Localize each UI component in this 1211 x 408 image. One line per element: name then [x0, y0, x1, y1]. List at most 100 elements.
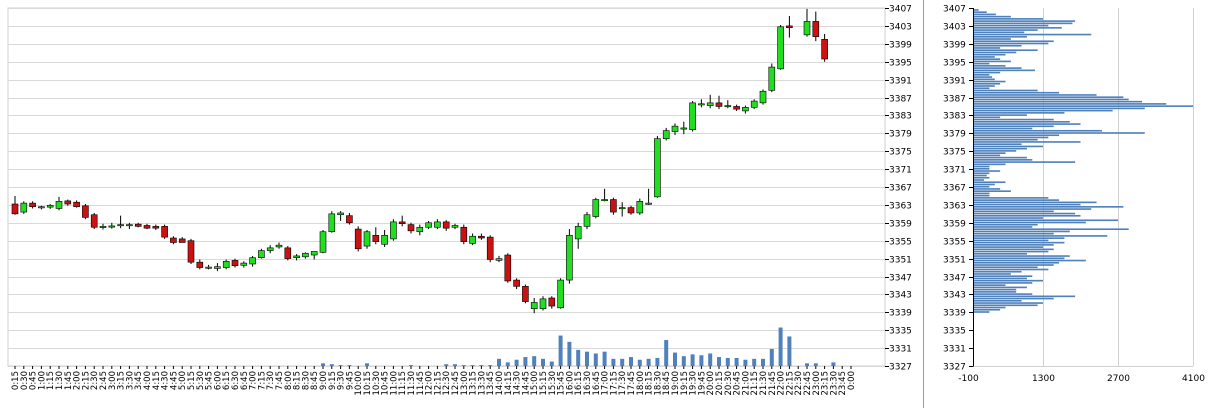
- candles: [11, 8, 828, 314]
- candle-body: [759, 90, 767, 104]
- profile-bar: [974, 38, 1011, 40]
- volume-bar: [655, 357, 660, 366]
- profile-bar: [974, 49, 1038, 52]
- profile-bar: [974, 98, 1129, 101]
- candle: [654, 135, 661, 198]
- volume-bar: [813, 363, 818, 366]
- profile-y-tick-label: 3343: [943, 291, 966, 301]
- candle: [750, 99, 758, 110]
- profile-bar: [974, 174, 987, 177]
- candle: [293, 254, 300, 261]
- x-tick-label: 17:15: [609, 371, 619, 396]
- x-tick-label: 15:00: [530, 371, 540, 396]
- profile-bar: [974, 65, 1006, 67]
- candle: [205, 264, 212, 270]
- profile-bar: [974, 275, 1033, 278]
- x-tick-label: 7:45: [275, 371, 285, 390]
- candle-body: [583, 214, 591, 227]
- main-y-axis: 3407 3403 3399 3395 3391 3387 3383 3379 3375 3371…: [885, 5, 912, 373]
- x-tick-label: 11:15: [398, 371, 408, 396]
- y-tick-label: 3335: [889, 327, 912, 337]
- candle-body: [803, 21, 811, 36]
- y-tick-label: 3379: [889, 130, 912, 140]
- x-tick-label: 16:00: [565, 371, 575, 396]
- profile-bar: [974, 118, 1054, 121]
- candle: [143, 223, 151, 230]
- candle-body: [64, 200, 72, 205]
- x-tick-label: 9:45: [345, 371, 355, 390]
- profile-bar: [974, 235, 1108, 237]
- profile-bar: [974, 308, 1001, 311]
- profile-bar: [974, 201, 1097, 204]
- candle-body: [152, 226, 160, 229]
- volume-bar: [787, 336, 792, 366]
- volume-bar: [505, 362, 510, 366]
- profile-bar: [974, 91, 1060, 94]
- profile-bar: [974, 159, 1033, 161]
- profile-bar: [974, 210, 1054, 213]
- profile-bar: [974, 246, 1043, 248]
- volume-bar: [558, 335, 563, 366]
- y-tick-label: 3339: [889, 309, 912, 319]
- candle-body: [134, 223, 142, 227]
- candle-body: [539, 298, 547, 310]
- candle: [381, 229, 388, 247]
- candle: [416, 224, 424, 236]
- candle-body: [390, 221, 397, 240]
- main-x-axis: 0:150:300:451:001:151:301:452:002:152:30…: [11, 366, 857, 396]
- candle: [372, 227, 380, 245]
- x-tick-label: 8:30: [301, 371, 311, 390]
- x-tick-label: 23:00: [812, 371, 822, 396]
- profile-y-tick-label: 3395: [943, 59, 966, 69]
- profile-y-tick-label: 3399: [943, 41, 966, 51]
- profile-bar: [974, 192, 990, 195]
- profile-bar: [974, 9, 979, 11]
- profile-y-tick-label: 3383: [943, 112, 966, 122]
- x-tick-label: 20:30: [724, 371, 734, 396]
- profile-bar: [974, 114, 1027, 116]
- candle: [284, 246, 292, 261]
- profile-bar: [974, 87, 990, 90]
- x-tick-label: 1:15: [46, 371, 56, 390]
- x-tick-label: 2:45: [99, 371, 109, 390]
- candle: [117, 215, 124, 229]
- profile-x-tick-label: 1300: [1032, 374, 1055, 384]
- candle-body: [504, 254, 512, 282]
- x-tick-label: 2:15: [81, 371, 91, 390]
- candle-body: [372, 235, 380, 242]
- candle-body: [11, 203, 19, 215]
- candle: [29, 201, 36, 209]
- candle: [73, 200, 80, 208]
- volume-bar: [470, 365, 475, 366]
- candle-body: [733, 106, 740, 110]
- candle: [786, 16, 793, 38]
- x-tick-label: 0:30: [20, 371, 30, 390]
- volume-bar: [664, 340, 669, 366]
- profile-bar: [974, 219, 1118, 222]
- profile-bar: [974, 107, 1145, 110]
- candle-body: [117, 224, 124, 227]
- volume-bar: [347, 365, 352, 366]
- profile-bar: [974, 194, 990, 197]
- profile-y-tick-label: 3403: [943, 23, 966, 33]
- profile-y-tick-label: 3351: [943, 256, 966, 266]
- candle: [715, 95, 723, 110]
- candle: [548, 296, 556, 309]
- volume-bar: [593, 353, 598, 366]
- profile-bar: [974, 100, 1143, 103]
- candle: [442, 220, 450, 231]
- candle-body: [495, 258, 503, 261]
- profile-bar: [974, 51, 1017, 54]
- volume-bar: [523, 357, 528, 366]
- y-tick-label: 3343: [889, 291, 912, 301]
- x-tick-label: 7:15: [257, 371, 267, 390]
- profile-bar: [974, 147, 1027, 150]
- profile-y-tick-label: 3387: [943, 95, 966, 105]
- candle: [328, 211, 336, 233]
- profile-bar: [974, 257, 1065, 260]
- candle: [214, 263, 221, 272]
- volume-bar: [541, 358, 545, 366]
- volume-bar: [708, 353, 713, 366]
- profile-bar: [974, 24, 1049, 27]
- x-tick-label: 1:00: [37, 371, 47, 390]
